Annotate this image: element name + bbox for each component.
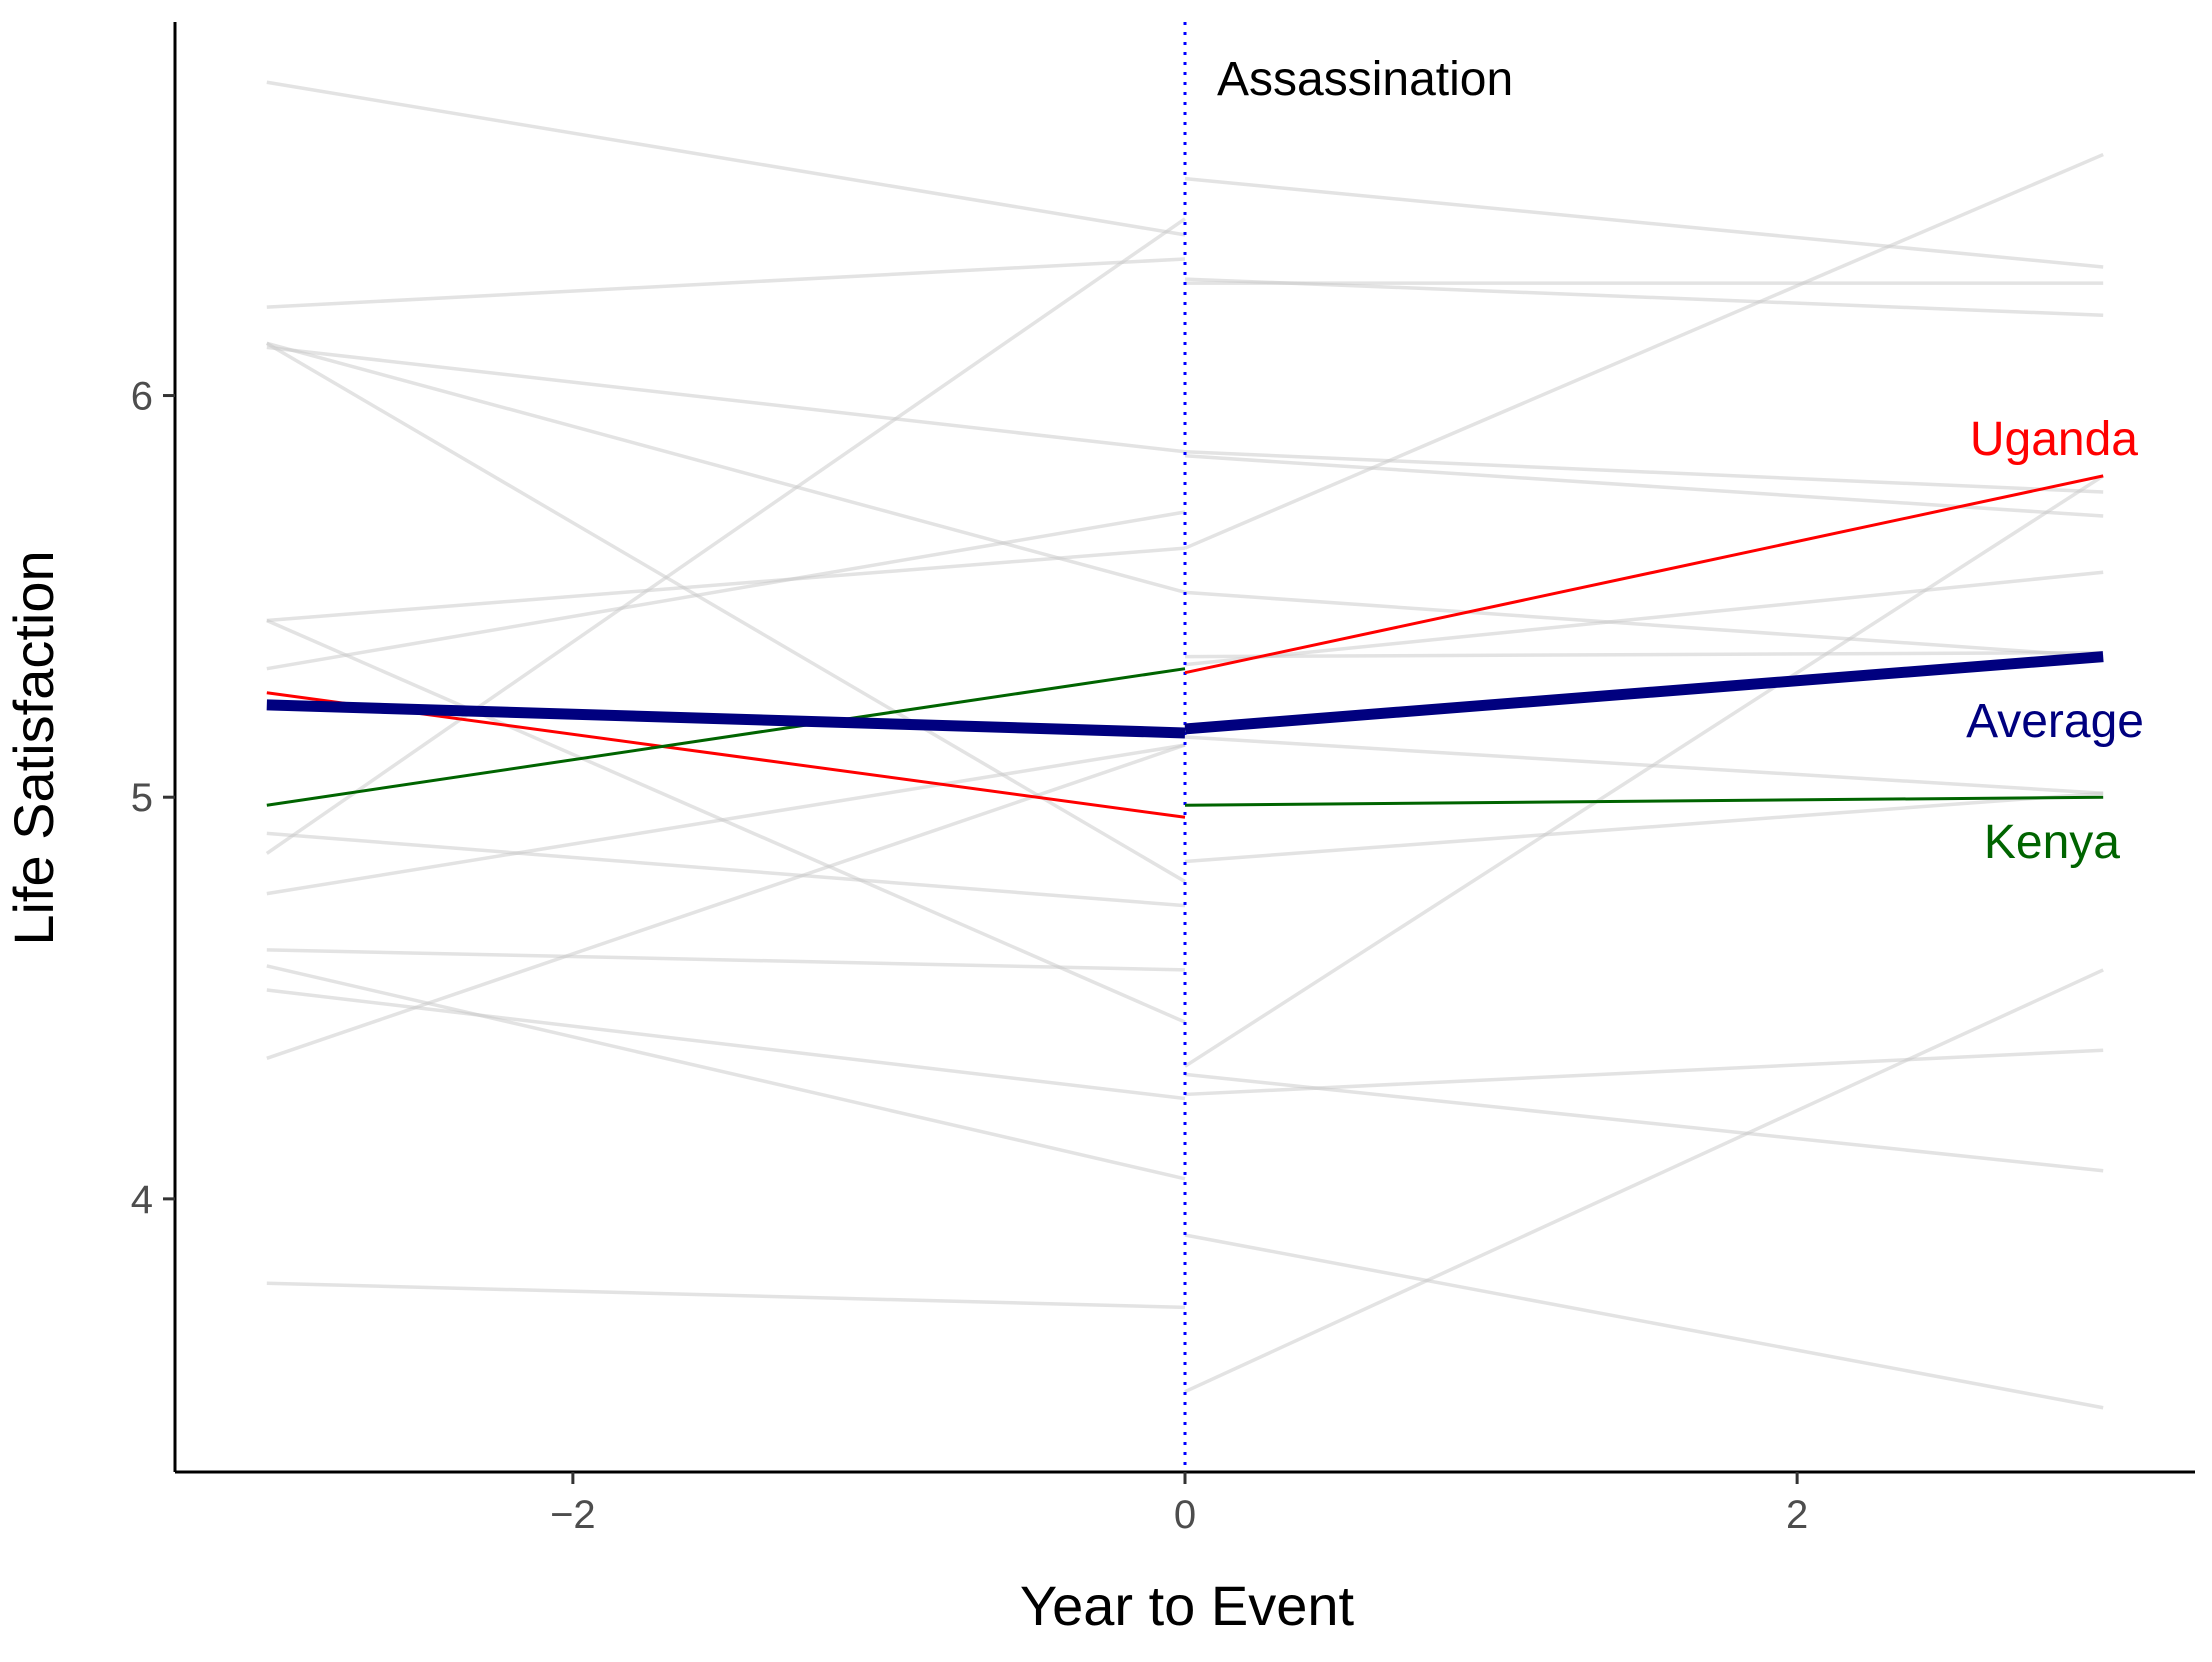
background-line-4-pre <box>265 341 1186 884</box>
y-tick-label: 5 <box>131 776 153 820</box>
background-line-15-post <box>1184 968 2104 1394</box>
background-line-6-post <box>1184 152 2104 550</box>
y-axis-title: Life Satisfaction <box>2 550 65 945</box>
average-line-pre <box>266 699 1186 739</box>
background-line-14-pre <box>266 988 1186 1101</box>
background-series-layer <box>265 80 2105 1410</box>
background-line-5-pre <box>266 618 1186 1024</box>
background-line-13-post <box>1184 1048 2104 1097</box>
axes: −2 0 2 4 5 6 <box>131 22 2195 1537</box>
background-line-13-pre <box>266 964 1186 1181</box>
x-axis-title: Year to Event <box>1020 1574 1355 1637</box>
kenya-line-pre <box>266 667 1186 807</box>
background-line-16-pre <box>266 341 1186 595</box>
background-line-2-pre <box>266 257 1186 309</box>
background-line-7-post <box>1184 650 2104 659</box>
background-line-6-pre <box>266 510 1186 671</box>
kenya-label: Kenya <box>1984 816 2120 869</box>
background-line-10-pre <box>266 743 1186 1060</box>
event-label: Assassination <box>1217 53 1513 106</box>
background-line-1-pre <box>266 80 1186 237</box>
background-line-3-pre <box>266 345 1186 454</box>
background-line-9-post <box>1184 791 2104 864</box>
background-line-8-post <box>1184 570 2104 667</box>
background-line-1-post <box>1184 176 2104 269</box>
background-line-12-post <box>1184 1072 2104 1173</box>
background-line-7-pre <box>266 546 1186 623</box>
average-line-post <box>1184 651 2104 735</box>
background-line-16-post <box>1184 590 2104 659</box>
x-tick-label: 2 <box>1786 1493 1808 1537</box>
background-line-11-pre <box>266 831 1186 908</box>
background-line-4-post <box>1184 277 2104 317</box>
background-line-3-post <box>1184 450 2104 494</box>
uganda-label: Uganda <box>1970 413 2138 466</box>
background-line-14-post <box>1184 1233 2104 1410</box>
average-label: Average <box>1966 695 2144 748</box>
y-tick-label: 6 <box>131 375 153 419</box>
x-tick-label: 0 <box>1174 1493 1196 1537</box>
background-line-9-pre <box>266 743 1186 896</box>
background-line-12-pre <box>266 948 1186 972</box>
uganda-line-post <box>1184 474 2104 675</box>
background-line-15-pre <box>266 1281 1186 1310</box>
background-line-11-post <box>1184 474 2105 1068</box>
labels-layer: Assassination Uganda Kenya Average <box>1217 53 2144 869</box>
x-tick-label: −2 <box>550 1493 596 1537</box>
highlight-series-layer <box>266 474 2104 819</box>
background-line-8-pre <box>265 217 1186 855</box>
kenya-line-post <box>1184 795 2104 807</box>
background-line-10-post <box>1184 735 2104 795</box>
background-line-5-post <box>1184 454 2104 518</box>
y-tick-label: 4 <box>131 1178 153 1222</box>
